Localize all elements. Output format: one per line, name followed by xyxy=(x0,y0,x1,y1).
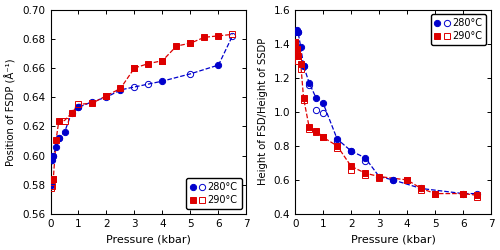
Legend: 280°C, 290°C: 280°C, 290°C xyxy=(431,14,486,45)
Legend: 280°C, 290°C: 280°C, 290°C xyxy=(186,178,242,209)
X-axis label: Pressure (kbar): Pressure (kbar) xyxy=(350,234,436,244)
Y-axis label: Height of FSD/Height of SSDP: Height of FSD/Height of SSDP xyxy=(258,38,268,186)
Y-axis label: Position of FSDP (Å⁻¹): Position of FSDP (Å⁻¹) xyxy=(6,58,17,166)
X-axis label: Pressure (kbar): Pressure (kbar) xyxy=(106,234,191,244)
